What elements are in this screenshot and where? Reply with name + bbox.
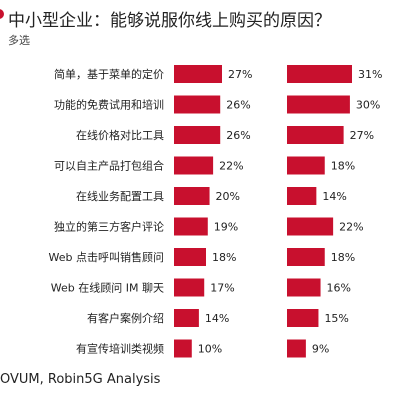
value-label: 17% [210,282,234,295]
value-label: 27% [228,68,252,81]
category-label: Web 点击呼叫销售顾问 [49,250,164,264]
bar-series-2 [287,65,352,83]
bar-series-2 [287,309,319,327]
title-bullet-icon [0,9,4,19]
bar-series-1 [174,248,206,266]
category-label: 有宣传培训类视频 [76,342,164,356]
value-label: 16% [327,282,351,295]
value-label: 18% [331,160,355,173]
bar-series-1 [174,65,222,83]
value-label: 31% [358,68,382,81]
bar-series-2 [287,95,350,114]
category-label: 功能的免费试用和培训 [54,98,164,112]
value-label: 10% [198,343,222,356]
bar-series-2 [287,156,325,175]
bar-series-2 [287,278,321,297]
category-label: 简单，基于菜单的定价 [54,67,164,81]
value-label: 22% [219,160,243,173]
bar-series-1 [174,217,208,236]
bar-series-1 [174,309,199,327]
value-label: 27% [350,129,374,142]
bar-chart: 简单，基于菜单的定价功能的免费试用和培训在线价格对比工具可以自主产品打包组合在线… [49,65,382,358]
bar-series-1 [174,95,221,114]
bar-series-2 [287,126,344,144]
bar-series-2 [287,187,317,205]
category-label: 在线价格对比工具 [76,128,164,142]
value-label: 26% [226,99,250,112]
bar-series-1 [174,126,221,144]
bar-series-2 [287,339,306,358]
value-label: 22% [339,221,363,234]
category-label: 可以自主产品打包组合 [54,159,164,173]
bar-series-1 [174,187,210,205]
source-note: OVUM, Robin5G Analysis [0,372,161,387]
value-label: 14% [205,312,229,325]
category-label: 在线业务配置工具 [76,189,164,203]
bar-series-2 [287,217,334,236]
category-label: 独立的第三方客户评论 [54,220,164,234]
bar-series-1 [174,339,192,358]
value-label: 18% [331,251,355,264]
category-label: Web 在线顾问 IM 聊天 [51,281,164,295]
value-label: 9% [312,343,329,356]
value-label: 30% [356,99,380,112]
bar-series-2 [287,248,325,266]
bar-series-1 [174,278,205,297]
value-label: 20% [216,190,240,203]
category-label: 有客户案例介绍 [87,311,164,325]
value-label: 15% [324,312,348,325]
chart-subtitle: 多选 [8,34,30,47]
bar-series-1 [174,156,214,175]
value-label: 19% [214,221,238,234]
value-label: 14% [322,190,346,203]
value-label: 26% [226,129,250,142]
chart-title: 中小型企业：能够说服你线上购买的原因？ [8,11,331,31]
value-label: 18% [212,251,236,264]
